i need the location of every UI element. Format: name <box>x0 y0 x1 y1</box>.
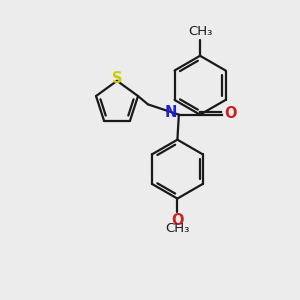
Text: O: O <box>171 213 184 228</box>
Text: CH₃: CH₃ <box>165 222 190 235</box>
Text: N: N <box>165 105 177 120</box>
Text: CH₃: CH₃ <box>188 25 212 38</box>
Text: O: O <box>224 106 237 121</box>
Text: S: S <box>112 71 122 86</box>
